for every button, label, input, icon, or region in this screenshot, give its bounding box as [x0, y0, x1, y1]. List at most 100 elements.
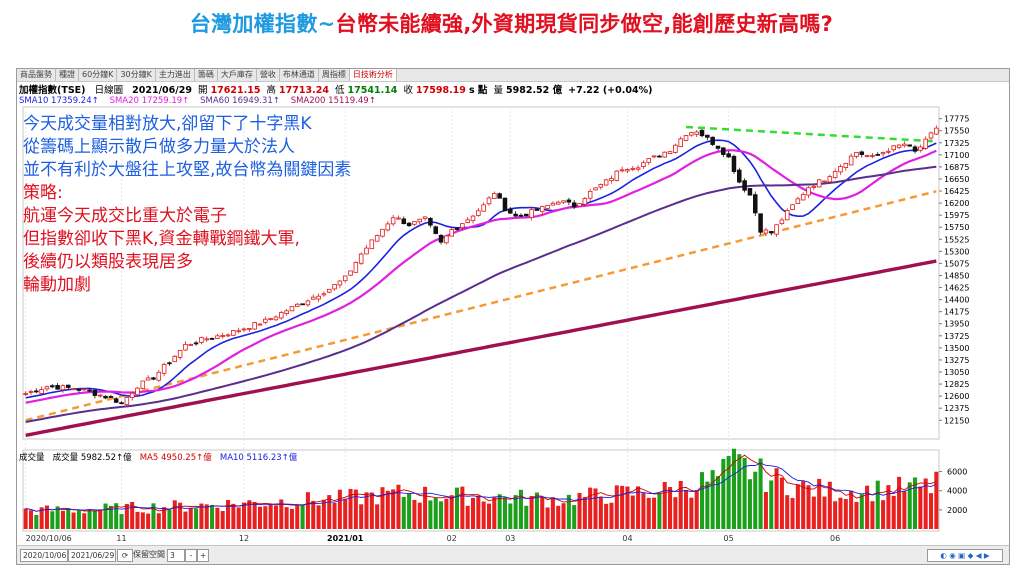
volume-bar-97: [540, 496, 545, 529]
tab-3[interactable]: 30分鐘K: [117, 69, 156, 81]
volume-bar-82: [460, 486, 465, 529]
tab-2[interactable]: 60分鐘K: [79, 69, 118, 81]
candle-body-34: [204, 338, 209, 341]
candle-body-40: [236, 330, 241, 333]
candle-body-46: [268, 318, 273, 320]
tab-6[interactable]: 大戶庫存: [218, 69, 257, 81]
ma-legend-sma20: SMA20 17259.19↑: [109, 96, 190, 106]
volume-bar-83: [465, 505, 470, 529]
price-tick-label-5: 16650: [944, 175, 969, 184]
candle-body-109: [603, 179, 609, 186]
candle-body-117: [646, 158, 652, 163]
open-label: 開: [198, 85, 208, 96]
candle-body-29: [177, 349, 183, 358]
volume-bar-38: [226, 499, 231, 529]
volume-bar-122: [673, 497, 678, 529]
tab-4[interactable]: 主力進出: [156, 69, 195, 81]
date-from-field[interactable]: 2020/10/06: [20, 549, 68, 562]
tab-1[interactable]: 種證: [56, 69, 79, 81]
volume-bar-29: [178, 502, 183, 529]
x-tick-label-4: 02: [447, 534, 457, 543]
zoom-in-icon[interactable]: +: [197, 549, 209, 562]
candle-body-162: [886, 150, 891, 153]
candle-body-22: [140, 380, 146, 389]
slide-title: 台灣加權指數~台幣未能續強,外資期現貨同步做空,能創歷史新高嗎?: [0, 8, 1023, 38]
candle-body-154: [843, 162, 849, 168]
candle-body-74: [417, 218, 423, 223]
volume-bar-15: [103, 503, 108, 529]
tab-10[interactable]: 日技術分析: [349, 69, 397, 81]
volume-bar-23: [146, 513, 151, 529]
annotation-red-3: 後續仍以類股表現居多: [23, 252, 193, 272]
candle-body-31: [188, 344, 194, 346]
candle-body-100: [555, 201, 561, 205]
tab-5[interactable]: 籌碼: [195, 69, 218, 81]
candle-body-52: [300, 303, 305, 306]
candle-body-55: [316, 295, 321, 300]
volume-bar-9: [71, 512, 76, 529]
candle-body-155: [848, 155, 854, 166]
volume-bar-69: [391, 489, 396, 529]
volume-bar-13: [92, 510, 97, 529]
volume-bar-93: [518, 489, 523, 529]
x-tick-label-0: 2020/10/06: [26, 534, 72, 543]
volume-bar-99: [550, 497, 555, 529]
volume-bar-145: [795, 484, 800, 529]
toolbar-icons[interactable]: ◐ ◉ ▣ ◆ ◀ ▶: [927, 549, 1003, 562]
candle-body-78: [438, 235, 444, 243]
candle-body-21: [135, 387, 140, 396]
volume-ma10: MA10 5116.23↑億: [219, 453, 298, 463]
candle-body-158: [864, 155, 870, 157]
annotation-blue-1: 從籌碼上顯示散戶做多力量大於法人: [23, 137, 295, 157]
quote-date: 2021/06/29: [132, 85, 192, 96]
zoom-out-icon[interactable]: -: [185, 549, 197, 562]
date-to-field[interactable]: 2021/06/29: [68, 549, 116, 562]
volume-bar-167: [913, 477, 918, 529]
candle-body-13: [92, 389, 98, 396]
volume-bar-108: [598, 496, 603, 529]
volume-tick-label-1: 4000: [947, 487, 967, 496]
tab-8[interactable]: 布林通道: [280, 69, 319, 81]
refresh-icon[interactable]: ⟳: [117, 549, 133, 562]
price-tick-label-25: 12150: [944, 416, 969, 425]
price-tick-label-14: 14625: [944, 284, 969, 293]
candle-body-26: [161, 364, 167, 374]
candle-body-108: [598, 184, 604, 188]
candle-body-135: [742, 180, 747, 191]
tab-9[interactable]: 周指標: [319, 69, 350, 81]
candle-body-143: [784, 209, 790, 221]
volume-bar-5: [50, 511, 55, 529]
candle-body-9: [71, 388, 76, 391]
tab-0[interactable]: 商品盤勢: [17, 69, 56, 81]
candle-body-75: [422, 216, 428, 219]
candle-body-43: [252, 322, 257, 330]
volume-bar-138: [758, 458, 763, 529]
volume-bar-54: [311, 500, 316, 529]
chart-window: 2020/10/06 11 12 2021/01 02 03 04 05 06 17775 1755…: [16, 68, 1010, 565]
volume-bar-30: [183, 511, 188, 529]
volume-bar-98: [545, 507, 550, 529]
candle-body-111: [614, 170, 620, 181]
candle-body-96: [534, 208, 540, 211]
volume-bar-103: [572, 505, 577, 529]
candle-body-32: [193, 342, 199, 345]
volume-value: 5982.52 億: [506, 85, 563, 96]
volume-bar-94: [524, 505, 529, 529]
tab-7[interactable]: 營收: [257, 69, 280, 81]
volume-bar-27: [167, 509, 172, 529]
keep-space-field[interactable]: 3: [167, 549, 185, 562]
volume-label: 量: [493, 85, 503, 96]
volume-bar-141: [774, 468, 779, 529]
candle-body-166: [907, 144, 912, 147]
volume-bar-2: [34, 514, 39, 529]
candle-body-127: [699, 129, 705, 137]
volume-bar-62: [353, 489, 358, 529]
volume-bar-129: [710, 470, 715, 529]
candle-body-139: [763, 229, 769, 234]
volume-bar-132: [726, 456, 731, 529]
candle-body-20: [129, 392, 135, 399]
change-value: +7.22 (+0.04%): [568, 85, 653, 96]
volume-bar-55: [316, 505, 321, 529]
candle-body-149: [816, 179, 822, 188]
candle-body-15: [103, 395, 108, 399]
